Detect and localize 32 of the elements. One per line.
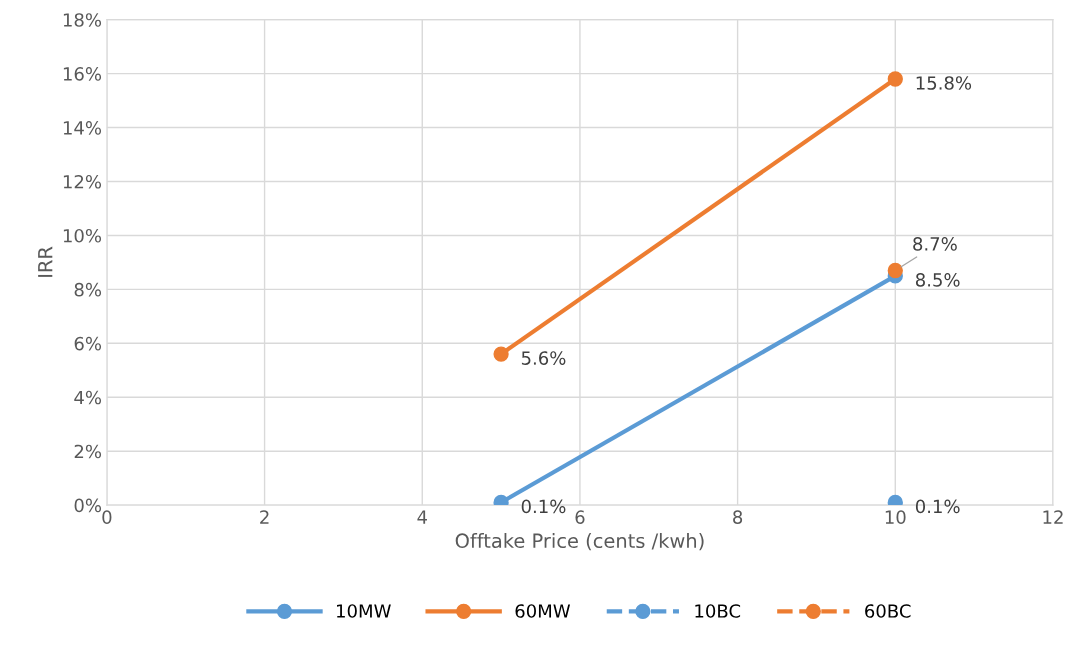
x-tick-label: 10 (885, 510, 906, 524)
legend-label: 60BC (865, 604, 911, 618)
x-tick-label: 2 (260, 510, 269, 524)
data-label: 5.6% (521, 351, 566, 365)
y-tick-label: 12% (63, 174, 102, 189)
x-axis-title: Offtake Price (cents /kwh) (455, 533, 704, 551)
point (887, 71, 903, 87)
y-tick-label: 6% (74, 336, 102, 351)
data-label: 15.8% (916, 76, 972, 90)
data-label: 0.1% (521, 499, 566, 514)
data-label: 0.1% (915, 499, 960, 514)
legend-label: 10MW (337, 604, 391, 618)
y-tick-label: 10% (63, 228, 102, 243)
data-label: 8.7% (913, 237, 957, 251)
y-tick-label: 0% (74, 498, 102, 513)
point (493, 346, 509, 362)
x-tick-label: 6 (575, 510, 585, 524)
y-tick-label: 4% (74, 390, 102, 405)
x-tick-label: 12 (1043, 510, 1063, 524)
legend-label: 60MW (515, 604, 571, 618)
y-tick-label: 8% (74, 282, 102, 297)
y-tick-label: 16% (63, 67, 102, 81)
y-tick-label: 18% (63, 13, 102, 27)
y-tick-label: 2% (74, 444, 102, 459)
x-tick-label: 4 (417, 510, 427, 524)
y-tick-label: 14% (63, 121, 102, 135)
y-axis-title: IRR (38, 246, 53, 277)
x-tick-label: 8 (733, 510, 743, 524)
legend-label: 10BC (695, 604, 741, 618)
x-tick-label: 0 (102, 510, 112, 524)
data-label: 8.5% (915, 273, 960, 287)
point (887, 262, 903, 279)
